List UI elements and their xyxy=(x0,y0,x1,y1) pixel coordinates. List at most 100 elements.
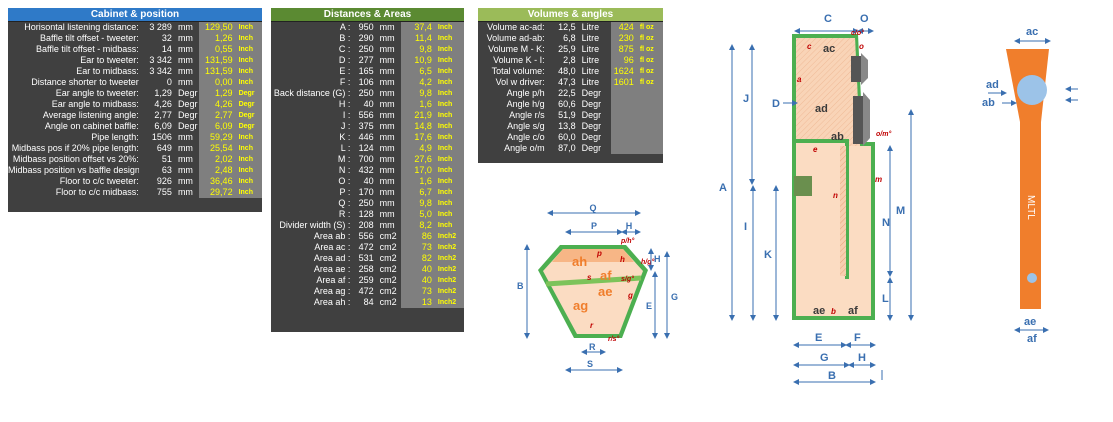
dim-j-label: J xyxy=(743,93,749,105)
distances-label: Area ae : xyxy=(313,264,351,274)
cabinet-value-imperial: 2,77 xyxy=(199,110,236,121)
angle-ph: p/h° xyxy=(620,237,634,245)
distances-unit-metric: mm xyxy=(379,165,395,175)
cabinet-row: Floor to c/c midbass: 755 mm 29,72 Inch xyxy=(8,187,262,198)
volumes-row: Angle h/g 60,6 Degr xyxy=(478,99,664,110)
cabinet-value-metric: 755 xyxy=(156,187,172,197)
cabinet-value-imperial: 1,26 xyxy=(199,33,236,44)
area-ac-front: ac xyxy=(1026,26,1038,38)
cabinet-label: Ear to tweeter: xyxy=(80,55,139,65)
distances-value-imperial: 9,8 xyxy=(400,88,435,99)
volumes-label: Volume ac-ad: xyxy=(487,22,545,32)
edge-n: n xyxy=(833,191,838,200)
volumes-value-imperial xyxy=(610,143,637,154)
cabinet-row: Midbass pos if 20% pipe length: 649 mm 25,5… xyxy=(8,143,262,154)
distances-label: M : xyxy=(337,154,351,164)
area-ab-front: ab xyxy=(982,97,995,109)
volumes-label: Vol w driver: xyxy=(495,77,545,87)
cabinet-row: Ear angle to midbass: 4,26 Degr 4,26 Degr xyxy=(8,99,262,110)
distances-value-metric: 124 xyxy=(358,143,374,153)
distances-value-metric: 556 xyxy=(358,231,374,241)
volumes-row: Angle c/o 60,0 Degr xyxy=(478,132,664,143)
volumes-value-metric: 51,9 xyxy=(558,110,576,120)
cabinet-unit-metric: Degr xyxy=(177,121,198,131)
distances-unit-imperial: Inch2 xyxy=(434,253,465,264)
volumes-value-metric: 22,5 xyxy=(558,88,576,98)
cabinet-label: Midbass position offset vs 20%: xyxy=(12,154,139,164)
volumes-unit-imperial: fl oz xyxy=(636,55,664,66)
edge-h: h xyxy=(620,255,625,264)
cabinet-label: Midbass position vs baffle design: xyxy=(8,165,139,175)
distances-unit-metric: mm xyxy=(379,55,395,65)
distances-unit-imperial: Inch xyxy=(434,22,465,33)
distances-unit-metric: mm xyxy=(379,77,395,87)
cabinet-value-imperial: 29,72 xyxy=(199,187,236,198)
distances-value-imperial: 40 xyxy=(400,275,435,286)
distances-label: H : xyxy=(338,99,351,109)
cabinet-label: Ear angle to tweeter: xyxy=(55,88,139,98)
distances-label: B : xyxy=(339,33,351,43)
volumes-value-metric: 13,8 xyxy=(558,121,576,131)
cabinet-row: Average listening angle: 2,77 Degr 2,77 Degr xyxy=(8,110,262,121)
port-icon xyxy=(794,176,812,196)
distances-unit-metric: mm xyxy=(379,154,395,164)
distances-unit-metric: mm xyxy=(379,143,395,153)
distances-unit-imperial: Inch2 xyxy=(434,231,465,242)
distances-unit-imperial: Inch xyxy=(434,110,465,121)
distances-label: Q : xyxy=(338,198,351,208)
volumes-label: Angle p/h xyxy=(506,88,545,98)
cabinet-unit-metric: Degr xyxy=(177,99,198,109)
distances-unit-imperial: Inch xyxy=(434,187,465,198)
distances-unit-imperial: Inch xyxy=(434,220,465,231)
cabinet-value-imperial: 4,26 xyxy=(199,99,236,110)
cabinet-row: Baffle tilt offset - midbass: 14 mm 0,55 Inc… xyxy=(8,44,262,55)
distances-value-metric: 106 xyxy=(358,77,374,87)
distances-value-metric: 250 xyxy=(358,44,374,54)
area-ad: ad xyxy=(815,103,828,115)
cabinet-position-table: Cabinet & position Horisontal listening … xyxy=(8,8,262,212)
volumes-value-imperial xyxy=(610,99,637,110)
distances-value-metric: 250 xyxy=(358,88,374,98)
volumes-unit-metric: Litre xyxy=(581,44,600,54)
distances-label: Area ad : xyxy=(313,253,351,263)
distances-row: B : 290 mm 11,4 Inch xyxy=(271,33,465,44)
distances-unit-metric: mm xyxy=(379,110,395,120)
distances-value-metric: 259 xyxy=(358,275,374,285)
cabinet-unit-metric: mm xyxy=(177,132,193,142)
cabinet-unit-imperial: Inch xyxy=(235,77,262,88)
distances-label: D : xyxy=(338,55,351,65)
volumes-value-imperial: 1624 xyxy=(610,66,637,77)
angle-om: o/m° xyxy=(876,130,891,138)
distances-label: R : xyxy=(338,209,351,219)
edge-r: r xyxy=(590,321,594,330)
dim-b-label: B xyxy=(828,370,836,382)
dim-s-label: S xyxy=(587,359,593,369)
distances-unit-imperial: Inch xyxy=(434,143,465,154)
distances-row: L : 124 mm 4,9 Inch xyxy=(271,143,465,154)
port-front-icon xyxy=(1027,273,1037,283)
distances-row: Divider width (S) : 208 mm 8,2 Inch xyxy=(271,220,465,231)
dim-i-label: I xyxy=(744,221,747,233)
area-ah: ah xyxy=(572,254,587,269)
distances-unit-metric: cm2 xyxy=(379,275,397,285)
side-view-diagram: C O ac ad ab ae af c c/o° o a o/m° e m n… xyxy=(719,13,914,385)
cabinet-value-imperial: 25,54 xyxy=(199,143,236,154)
distances-label: I : xyxy=(342,110,351,120)
volumes-unit-imperial xyxy=(636,110,664,121)
distances-label: O : xyxy=(338,176,351,186)
volumes-value-imperial: 1601 xyxy=(610,77,637,88)
distances-unit-metric: mm xyxy=(379,33,395,43)
cabinet-value-imperial: 2,02 xyxy=(199,154,236,165)
tweeter-icon xyxy=(851,56,861,82)
volumes-unit-imperial xyxy=(636,99,664,110)
distances-row: I : 556 mm 21,9 Inch xyxy=(271,110,465,121)
distances-value-metric: 531 xyxy=(358,253,374,263)
distances-unit-imperial: Inch xyxy=(434,99,465,110)
area-ad-front: ad xyxy=(986,79,999,91)
hexagon-inner xyxy=(543,249,643,334)
front-view-diagram: ac MLTL ad ab ae af xyxy=(982,26,1078,345)
distances-label: F : xyxy=(339,77,351,87)
volumes-row: Angle o/m 87,0 Degr xyxy=(478,143,664,154)
cabinet-row: Distance shorter to tweeter 0 mm 0,00 Inch xyxy=(8,77,262,88)
distances-value-metric: 40 xyxy=(363,176,374,186)
